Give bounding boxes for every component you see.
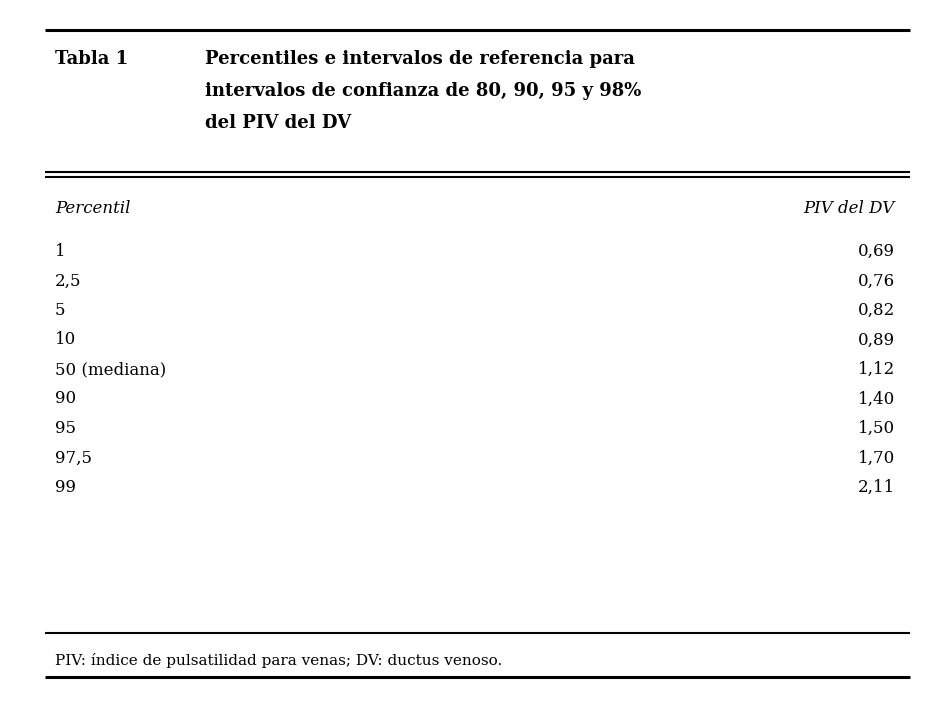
Text: 0,89: 0,89 bbox=[858, 331, 895, 348]
Text: PIV: índice de pulsatilidad para venas; DV: ductus venoso.: PIV: índice de pulsatilidad para venas; … bbox=[55, 653, 503, 668]
Text: 0,69: 0,69 bbox=[858, 243, 895, 260]
Text: 2,11: 2,11 bbox=[858, 479, 895, 496]
Text: 5: 5 bbox=[55, 302, 66, 319]
Text: 0,82: 0,82 bbox=[858, 302, 895, 319]
Text: 1,12: 1,12 bbox=[858, 361, 895, 378]
Text: 1: 1 bbox=[55, 243, 66, 260]
Text: 97,5: 97,5 bbox=[55, 450, 92, 467]
Text: Tabla 1: Tabla 1 bbox=[55, 50, 129, 68]
Text: 0,76: 0,76 bbox=[858, 273, 895, 290]
Text: 2,5: 2,5 bbox=[55, 273, 82, 290]
Text: 1,40: 1,40 bbox=[858, 391, 895, 407]
Text: Percentil: Percentil bbox=[55, 200, 130, 217]
Text: 90: 90 bbox=[55, 391, 76, 407]
Text: PIV del DV: PIV del DV bbox=[803, 200, 895, 217]
Text: 1,50: 1,50 bbox=[858, 420, 895, 437]
Text: intervalos de confianza de 80, 90, 95 y 98%: intervalos de confianza de 80, 90, 95 y … bbox=[205, 82, 642, 100]
Text: 10: 10 bbox=[55, 331, 76, 348]
Text: 50 (mediana): 50 (mediana) bbox=[55, 361, 167, 378]
Text: Percentiles e intervalos de referencia para: Percentiles e intervalos de referencia p… bbox=[205, 50, 635, 68]
Text: del PIV del DV: del PIV del DV bbox=[205, 114, 351, 132]
Text: 1,70: 1,70 bbox=[858, 450, 895, 467]
Text: 95: 95 bbox=[55, 420, 76, 437]
Text: 99: 99 bbox=[55, 479, 76, 496]
